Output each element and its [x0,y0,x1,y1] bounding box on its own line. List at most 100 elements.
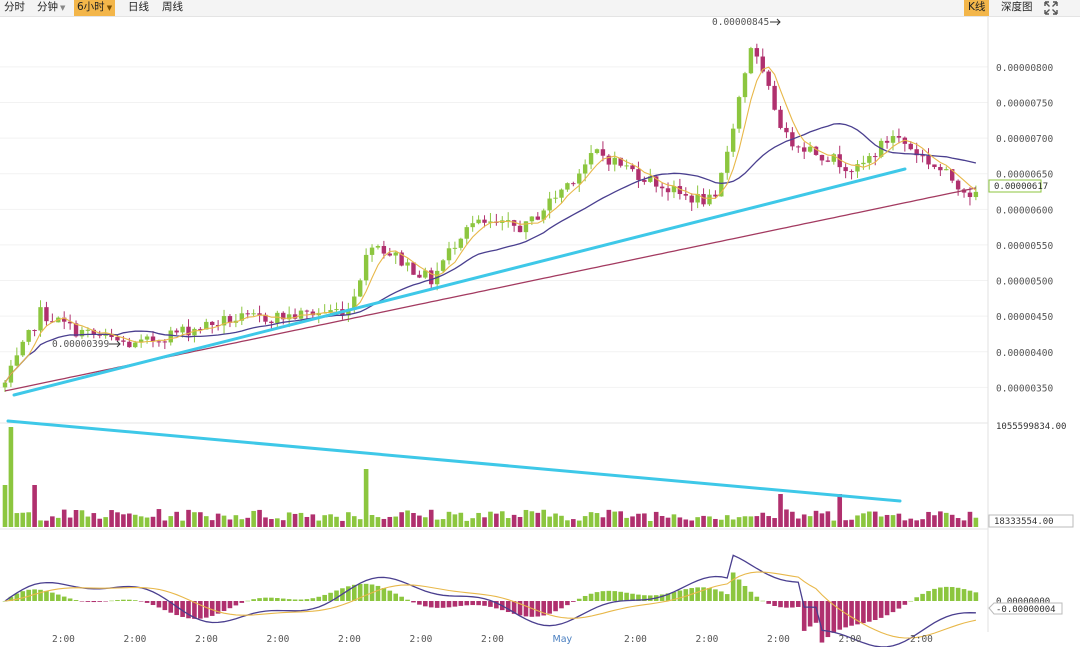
candle-body [571,183,576,185]
volume-bar [967,511,973,527]
tab-weekly[interactable]: 周线 [159,0,186,16]
macd-bar [138,601,144,602]
candle-body [825,160,831,162]
macd-bar [843,601,848,628]
macd-bar [168,601,174,613]
volume-bar [636,513,641,527]
tab-minute[interactable]: 分钟 ▼ [34,0,68,16]
arrow-right-icon [109,340,121,348]
volume-bar [902,520,908,527]
candle-body [458,238,464,248]
tab-kline[interactable]: K线 [964,0,990,16]
volume-bar [423,517,428,527]
candle-body [648,176,653,182]
macd-bar [292,599,298,601]
macd-bar [85,601,91,602]
macd-bar [701,587,706,601]
tab-6hour[interactable]: 6小时 ▼ [74,0,116,16]
volume-bar [576,520,582,527]
current-price-label: 0.00000617 [994,182,1048,192]
time-tick-label: 2:00 [195,634,218,645]
volume-bar [340,520,345,527]
candle-body [577,173,582,184]
macd-bar [239,601,245,603]
volume-bar [269,519,274,527]
candle-body [281,312,286,320]
candle-body [144,336,150,340]
candle-body [938,167,943,171]
volume-bar [2,485,8,527]
candle-body [671,186,677,193]
volume-bar [150,516,156,527]
macd-bar [813,601,819,623]
candle-body [62,317,67,322]
candle-body [138,339,144,343]
macd-histogram [2,572,979,643]
volume-bar [677,517,683,527]
candle-body [346,309,351,316]
volume-bar [884,514,890,527]
candle-body [423,270,428,278]
candle-body [565,183,570,190]
candle-body [334,309,339,311]
macd-bar [38,589,43,601]
candle-body [719,172,724,197]
volume-bar [760,512,766,527]
price-tick-label: 0.00000650 [996,170,1053,181]
macd-bar [896,601,902,609]
low-price-annotation: 0.00000399 [52,339,121,350]
candle-body [156,341,162,343]
candle-body [926,155,931,165]
volume-bar [837,494,843,527]
volume-bar [334,516,339,527]
volume-bar [357,519,363,527]
volume-bar [50,516,55,527]
volume-bar [174,511,179,527]
macd-bar [399,596,404,601]
volume-bar [878,516,884,527]
macd-bar [180,601,185,617]
high-price-label: 0.00000845 [712,17,769,28]
macd-bar [630,593,635,601]
macd-bar [594,592,600,601]
candle-body [257,313,262,315]
candle-body [14,355,20,366]
volume-bar [156,509,162,527]
macd-bar [304,599,310,601]
macd-bar [186,601,191,619]
macd-bar [322,594,327,601]
tab-timeshare[interactable]: 分时 [1,0,28,16]
macd-bar [914,597,919,601]
candle-body [476,219,481,224]
volume-bar [180,520,185,527]
candle-body [831,154,836,162]
candle-body [784,127,789,133]
volume-bar [488,511,493,527]
price-tick-label: 0.00000800 [996,63,1053,74]
macd-bar [192,601,197,619]
candle-body [867,156,872,163]
volume-bar [494,513,499,527]
volume-bar [26,512,31,527]
volume-bar [227,519,233,527]
macd-bar [411,601,416,603]
macd-bar [938,587,943,601]
expand-arrows-icon[interactable] [1044,1,1058,15]
macd-bar [446,601,452,608]
candle-body [210,321,215,326]
macd-bar [724,594,730,601]
volume-bar [263,517,268,527]
macd-bar [2,601,8,602]
volume-bar [772,518,777,527]
macd-bar [961,589,967,601]
macd-bar [458,601,464,606]
macd-bar [79,601,85,602]
volume-bar [683,519,689,527]
candle-body [807,146,813,152]
tab-depth-chart[interactable]: 深度图 [1001,0,1033,16]
tab-daily[interactable]: 日线 [125,0,152,16]
volume-bar [695,517,700,527]
volume-bars [2,427,979,527]
macd-bar [707,587,712,601]
candle-body [186,326,191,336]
